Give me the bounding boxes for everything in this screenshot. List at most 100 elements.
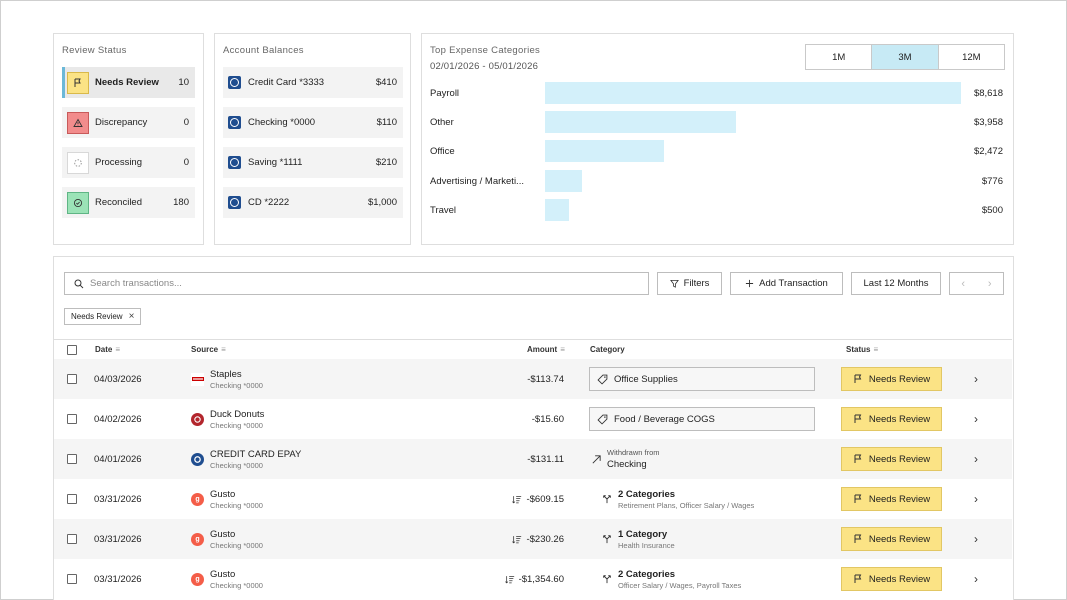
header-category: Category (590, 345, 625, 354)
row-amount: -$131.11 (527, 454, 564, 465)
flag-icon (854, 454, 862, 463)
split-category-count: 2 Categories (618, 568, 676, 580)
filters-button[interactable]: Filters (657, 272, 722, 295)
expense-category-label: Travel (430, 205, 457, 216)
status-button[interactable]: Needs Review (841, 487, 942, 511)
header-status[interactable]: Status ≡ (846, 345, 878, 354)
split-category-info[interactable]: 2 Categories Officer Salary / Wages, Payr… (602, 569, 741, 590)
chevron-right-icon[interactable]: › (974, 492, 978, 506)
review-status-processing[interactable]: Processing 0 (62, 147, 195, 178)
expense-category-label: Payroll (430, 88, 460, 99)
review-status-count: 180 (173, 197, 189, 208)
gusto-logo-icon: g (191, 532, 204, 546)
header-date[interactable]: Date ≡ (95, 345, 120, 354)
review-status-discrepancy[interactable]: Discrepancy 0 (62, 107, 195, 138)
range-toggle: 1M 3M 12M (805, 44, 1005, 70)
split-icon (603, 495, 611, 504)
chevron-right-icon[interactable]: › (974, 572, 978, 586)
split-amount-icon (512, 495, 522, 503)
active-filter-chip[interactable]: Needs Review × (64, 308, 142, 325)
row-checkbox[interactable] (67, 534, 77, 544)
close-icon[interactable]: × (128, 311, 135, 322)
amount-value: -$15.60 (531, 413, 564, 425)
prev-page-icon[interactable]: ‹ (961, 277, 966, 290)
bank-icon (228, 76, 241, 89)
category-select[interactable]: Office Supplies (589, 367, 815, 391)
header-amount[interactable]: Amount ≡ (527, 345, 565, 354)
row-source: CREDIT CARD EPAY Checking *0000 (191, 449, 301, 470)
amount-value: -$113.74 (527, 373, 564, 385)
review-status-count: 0 (183, 117, 189, 128)
period-select[interactable]: Last 12 Months (851, 272, 941, 295)
status-button[interactable]: Needs Review (841, 447, 942, 471)
header-source[interactable]: Source ≡ (191, 345, 226, 354)
add-transaction-button[interactable]: Add Transaction (730, 272, 843, 295)
search-input[interactable] (90, 278, 648, 289)
header-amount-label: Amount (527, 345, 558, 354)
category-select[interactable]: Food / Beverage COGS (589, 407, 815, 431)
split-category-info[interactable]: 2 Categories Retirement Plans, Officer Sa… (602, 489, 754, 510)
filters-label: Filters (683, 278, 710, 289)
spinner-icon (67, 151, 89, 174)
header-date-label: Date (95, 345, 113, 354)
status-label: Needs Review (868, 573, 931, 585)
search-box[interactable] (64, 272, 649, 295)
filter-icon (669, 279, 679, 288)
transfer-account: Checking (607, 459, 647, 470)
row-date: 04/03/2026 (94, 373, 142, 385)
source-account: Checking *0000 (210, 460, 263, 470)
status-label: Needs Review (868, 453, 931, 465)
gusto-logo-icon: g (191, 572, 204, 586)
transactions-panel: Filters Add Transaction Last 12 Months ‹… (53, 256, 1014, 600)
row-checkbox[interactable] (67, 454, 77, 464)
expense-bar (545, 170, 583, 192)
chevron-right-icon[interactable]: › (974, 412, 978, 426)
balance-row-saving[interactable]: Saving *1111 $210 (223, 147, 403, 178)
bank-icon (228, 196, 241, 209)
expense-bar (545, 82, 961, 104)
sort-icon: ≡ (873, 345, 879, 354)
status-button[interactable]: Needs Review (841, 527, 942, 551)
range-3m-button[interactable]: 3M (872, 45, 939, 69)
row-source: Duck Donuts Checking *0000 (191, 409, 264, 430)
split-category-info[interactable]: 1 Category Health Insurance (602, 529, 675, 550)
chevron-right-icon[interactable]: › (974, 372, 978, 386)
review-status-card: Review Status Needs Review 10 Discrepanc… (53, 33, 204, 245)
expense-value-label: $3,958 (973, 117, 1003, 128)
review-status-count: 10 (178, 77, 189, 88)
staples-logo-icon (191, 372, 204, 386)
chevron-right-icon[interactable]: › (974, 452, 978, 466)
table-header: Date ≡ Source ≡ Amount ≡ Category Status ≡ (54, 339, 1012, 359)
table-row[interactable]: 04/01/2026 CREDIT CARD EPAY Checking *0000… (54, 439, 1012, 479)
next-page-icon[interactable]: › (987, 277, 992, 290)
row-checkbox[interactable] (67, 414, 77, 424)
transfer-info[interactable]: Withdrawn from Checking (591, 448, 660, 470)
plus-icon (746, 279, 754, 288)
table-row[interactable]: 04/03/2026 Staples Checking *0000 -$113.74 O… (54, 359, 1012, 399)
select-all-checkbox[interactable] (67, 344, 77, 355)
range-1m-button[interactable]: 1M (806, 45, 873, 69)
row-date: 03/31/2026 (94, 573, 142, 585)
balance-row-checking[interactable]: Checking *0000 $110 (223, 107, 403, 138)
expense-bar (545, 111, 737, 133)
row-checkbox[interactable] (67, 494, 77, 504)
review-status-needs-review[interactable]: Needs Review 10 (62, 67, 195, 98)
table-row[interactable]: 03/31/2026 g Gusto Checking *0000 -$609.15 2 … (54, 479, 1012, 519)
review-status-count: 0 (183, 157, 189, 168)
split-icon (603, 535, 611, 544)
range-12m-button[interactable]: 12M (962, 51, 981, 63)
chevron-right-icon[interactable]: › (974, 532, 978, 546)
balance-row-credit-card[interactable]: Credit Card *3333 $410 (223, 67, 403, 98)
status-button[interactable]: Needs Review (841, 367, 942, 391)
flag-icon (854, 374, 862, 383)
table-row[interactable]: 03/31/2026 g Gusto Checking *0000 -$230.26 1 … (54, 519, 1012, 559)
table-row[interactable]: 03/31/2026 g Gusto Checking *0000 -$1,354.60… (54, 559, 1012, 599)
balance-row-cd[interactable]: CD *2222 $1,000 (223, 187, 403, 218)
table-row[interactable]: 04/02/2026 Duck Donuts Checking *0000 -$15.… (54, 399, 1012, 439)
status-button[interactable]: Needs Review (841, 567, 942, 591)
row-checkbox[interactable] (67, 374, 77, 384)
review-status-reconciled[interactable]: Reconciled 180 (62, 187, 195, 218)
row-checkbox[interactable] (67, 574, 77, 584)
status-button[interactable]: Needs Review (841, 407, 942, 431)
bank-logo-icon (191, 452, 204, 466)
